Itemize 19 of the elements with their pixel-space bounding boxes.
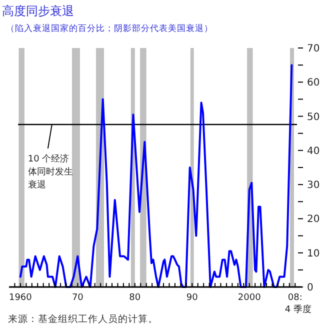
x-tick-label: 1960 — [8, 293, 32, 303]
y-tick-label: 30 — [307, 180, 320, 192]
chart-title: 高度同步衰退 — [2, 4, 74, 18]
x-tick-label: 90 — [186, 293, 198, 303]
y-tick-label: 50 — [307, 112, 320, 123]
annotation: 10 个经济体同时发生衰退 — [28, 153, 73, 190]
x-tick-label: 2000 — [238, 293, 262, 303]
y-tick-label: 60 — [307, 78, 320, 89]
x-tick-label: 80 — [129, 293, 141, 303]
y-tick-label: 10 — [307, 248, 320, 260]
y-tick-label: 0 — [307, 282, 314, 294]
chart-subtitle: （陷入衰退国家的百分比；阴影部分代表美国衰退） — [6, 23, 213, 34]
line-series — [19, 64, 293, 288]
y-tick-label: 40 — [307, 146, 320, 157]
source-note: 来源：基金组织工作人员的计算。 — [8, 313, 158, 325]
x-tick-label: 08: 4 季度 — [284, 293, 312, 315]
y-tick-label: 20 — [307, 214, 320, 226]
x-tick-label: 70 — [72, 293, 84, 303]
y-tick-label: 70 — [307, 44, 320, 54]
